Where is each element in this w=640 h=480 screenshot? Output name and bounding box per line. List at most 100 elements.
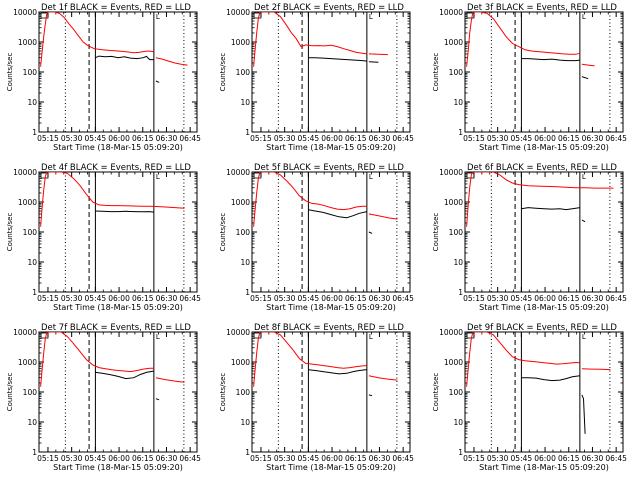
y-tick-label: 10000 [226, 8, 250, 17]
plot-frame [38, 11, 198, 133]
x-tick-label: 06:15 [132, 134, 154, 143]
panel-5: Det 5f BLACK = Events, RED = LLD 1 10 100 10… [219, 163, 414, 312]
y-tick-label: 10000 [13, 168, 37, 177]
y-tick-label: 1000 [18, 358, 37, 367]
x-tick-label: 06:15 [132, 294, 154, 303]
series-events-line [308, 369, 367, 375]
plot-frame [38, 171, 198, 293]
panel-6: Det 6f BLACK = Events, RED = LLD 1 10 100 10… [432, 163, 627, 312]
panel-9: Det 9f BLACK = Events, RED = LLD 1 10 100 10… [432, 323, 627, 472]
corner-marker [40, 332, 49, 339]
plot-frame [251, 11, 411, 133]
series-events-line [368, 61, 379, 63]
y-tick-label: 10000 [439, 328, 463, 337]
series-events-line [581, 394, 586, 434]
series-events-line [308, 209, 368, 219]
y-tick-label: 10000 [439, 168, 463, 177]
y-tick-label: 100 [236, 228, 251, 237]
corner-marker [253, 332, 262, 339]
corner-marker [40, 172, 49, 179]
x-tick-label: 05:30 [61, 134, 83, 143]
panel-title: Det 6f BLACK = Events, RED = LLD [467, 163, 617, 173]
y-tick-label: 1 [245, 448, 250, 457]
series-lld-line [40, 332, 154, 387]
flag-label: L [156, 173, 160, 181]
y-tick-label: 1000 [231, 358, 250, 367]
series-events-line [95, 55, 154, 61]
x-axis-label: Start Time (18-Mar-15 05:09:20) [53, 463, 183, 472]
x-tick-label: 06:00 [534, 294, 556, 303]
x-tick-label: 06:00 [108, 454, 130, 463]
x-tick-label: 06:30 [156, 454, 178, 463]
y-axis-label: Counts/sec [219, 373, 227, 412]
flag-label: L [582, 173, 586, 181]
y-tick-label: 1000 [231, 198, 250, 207]
panel-title: Det 1f BLACK = Events, RED = LLD [41, 3, 191, 13]
x-tick-label: 06:00 [534, 134, 556, 143]
series-lld-line [368, 53, 388, 56]
series-lld-line [253, 12, 367, 67]
plot-frame [464, 11, 624, 133]
corner-marker [466, 172, 475, 179]
y-tick-label: 10000 [226, 328, 250, 337]
y-tick-label: 10000 [13, 8, 37, 17]
x-tick-label: 05:15 [250, 454, 272, 463]
series-lld-line [155, 57, 188, 66]
x-tick-label: 06:30 [582, 134, 604, 143]
x-tick-label: 06:15 [345, 134, 367, 143]
series-lld-line [466, 172, 614, 227]
y-tick-label: 10 [240, 258, 250, 267]
y-axis-label: Counts/sec [432, 373, 440, 412]
series-events-line [155, 398, 160, 401]
y-tick-label: 1 [245, 288, 250, 297]
x-tick-label: 05:45 [85, 454, 107, 463]
x-tick-label: 06:45 [179, 294, 201, 303]
y-tick-label: 100 [23, 388, 38, 397]
panel-1: Det 1f BLACK = Events, RED = LLD 1 10 100 10… [6, 3, 201, 152]
x-tick-label: 06:45 [605, 454, 627, 463]
panel-3: Det 3f BLACK = Events, RED = LLD 1 10 100 10… [432, 3, 627, 152]
x-tick-label: 06:45 [179, 134, 201, 143]
flag-label: L [156, 333, 160, 341]
x-tick-label: 06:00 [534, 454, 556, 463]
y-axis-label: Counts/sec [432, 53, 440, 92]
y-tick-label: 100 [236, 68, 251, 77]
series-events-line [581, 76, 589, 80]
x-tick-label: 05:30 [487, 294, 509, 303]
x-tick-label: 06:30 [369, 294, 391, 303]
y-tick-label: 1000 [444, 358, 463, 367]
x-tick-label: 06:00 [108, 294, 130, 303]
x-tick-label: 05:30 [487, 134, 509, 143]
y-tick-label: 10000 [226, 168, 250, 177]
x-tick-label: 06:15 [558, 454, 580, 463]
x-tick-label: 06:15 [345, 294, 367, 303]
y-tick-label: 1 [32, 448, 37, 457]
series-events-line [521, 207, 580, 211]
panel-7: Det 7f BLACK = Events, RED = LLD 1 10 100 10… [6, 323, 201, 472]
x-tick-label: 06:00 [321, 134, 343, 143]
x-tick-label: 06:30 [156, 134, 178, 143]
x-tick-label: 06:45 [605, 294, 627, 303]
plot-frame [251, 331, 411, 453]
x-tick-label: 06:30 [156, 294, 178, 303]
plot-frame [251, 171, 411, 293]
x-tick-label: 06:15 [558, 294, 580, 303]
x-axis-label: Start Time (18-Mar-15 05:09:20) [479, 463, 609, 472]
flag-label: L [582, 13, 586, 21]
y-tick-label: 10000 [13, 328, 37, 337]
y-tick-label: 1 [245, 128, 250, 137]
y-tick-label: 1 [458, 448, 463, 457]
x-tick-label: 05:15 [463, 454, 485, 463]
x-axis-label: Start Time (18-Mar-15 05:09:20) [266, 463, 396, 472]
y-tick-label: 100 [236, 388, 251, 397]
series-events-line [368, 394, 373, 397]
panel-title: Det 3f BLACK = Events, RED = LLD [467, 3, 617, 13]
y-tick-label: 10 [453, 418, 463, 427]
y-axis-label: Counts/sec [219, 53, 227, 92]
x-tick-label: 06:30 [369, 454, 391, 463]
x-tick-label: 05:30 [274, 454, 296, 463]
y-tick-label: 1000 [444, 198, 463, 207]
x-tick-label: 06:45 [179, 454, 201, 463]
x-axis-label: Start Time (18-Mar-15 05:09:20) [266, 303, 396, 312]
x-axis-label: Start Time (18-Mar-15 05:09:20) [53, 143, 183, 152]
